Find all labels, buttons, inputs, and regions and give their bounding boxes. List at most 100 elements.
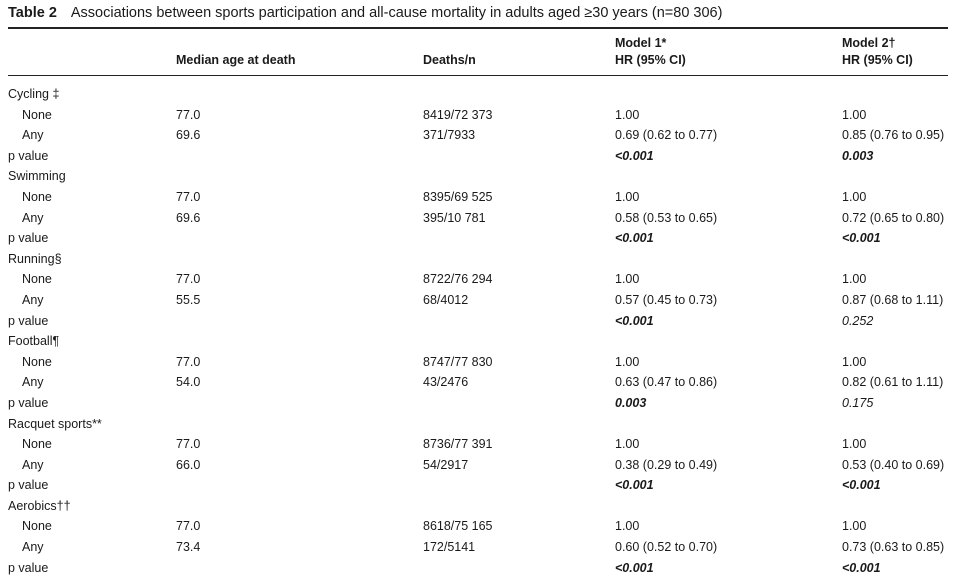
cell-model-2: 1.00	[842, 272, 867, 287]
cell-model-2: 0.72 (0.65 to 0.80)	[842, 210, 945, 225]
group-row: Aerobics††	[0, 496, 956, 517]
table-row: None 77.0 8395/69 525 1.00 1.00	[0, 187, 956, 208]
cell-model-2: 1.00	[842, 107, 867, 122]
header-model-1: Model 1* HR (95% CI)	[615, 35, 686, 69]
p-value-row: p value 0.003 0.175	[0, 393, 956, 414]
cell-median-age: 77.0	[176, 272, 201, 287]
cell-model-1-p: <0.001	[615, 313, 654, 328]
table-row: None 77.0 8419/72 373 1.00 1.00	[0, 105, 956, 126]
row-label: p value	[8, 313, 49, 328]
row-label: None	[22, 519, 52, 534]
cell-model-1: 0.38 (0.29 to 0.49)	[615, 457, 718, 472]
row-label: None	[22, 354, 52, 369]
header-model-2: Model 2† HR (95% CI)	[842, 35, 913, 69]
table-row: None 77.0 8747/77 830 1.00 1.00	[0, 352, 956, 373]
cell-deaths: 172/5141	[423, 540, 476, 555]
cell-model-1-p: <0.001	[615, 478, 654, 493]
header-model-2-name: Model 2†	[842, 36, 896, 50]
cell-model-1: 0.63 (0.47 to 0.86)	[615, 375, 718, 390]
table-row: Any 69.6 395/10 781 0.58 (0.53 to 0.65) 0.72…	[0, 208, 956, 229]
row-label: Any	[22, 540, 44, 555]
cell-median-age: 69.6	[176, 210, 201, 225]
cell-model-2: 1.00	[842, 437, 867, 452]
cell-deaths: 8747/77 830	[423, 354, 493, 369]
cell-median-age: 77.0	[176, 519, 201, 534]
cell-model-1: 0.58 (0.53 to 0.65)	[615, 210, 718, 225]
cell-median-age: 73.4	[176, 540, 201, 555]
header-model-2-metric: HR (95% CI)	[842, 53, 913, 67]
table-row: Any 73.4 172/5141 0.60 (0.52 to 0.70) 0.73 (…	[0, 537, 956, 558]
cell-model-1: 1.00	[615, 189, 640, 204]
table-row: None 77.0 8736/77 391 1.00 1.00	[0, 434, 956, 455]
table-row: None 77.0 8722/76 294 1.00 1.00	[0, 269, 956, 290]
cell-model-2: 0.85 (0.76 to 0.95)	[842, 128, 945, 143]
cell-model-1: 1.00	[615, 272, 640, 287]
table-row: Any 55.5 68/4012 0.57 (0.45 to 0.73) 0.87 (0…	[0, 290, 956, 311]
header-median-age: Median age at death	[176, 53, 296, 67]
row-label: None	[22, 107, 52, 122]
p-value-row: p value <0.001 <0.001	[0, 228, 956, 249]
cell-model-2-p: <0.001	[842, 231, 881, 246]
row-group-label: Football¶	[8, 334, 60, 349]
table-row: Any 69.6 371/7933 0.69 (0.62 to 0.77) 0.85 (…	[0, 125, 956, 146]
cell-median-age: 55.5	[176, 292, 201, 307]
cell-deaths: 8395/69 525	[423, 189, 493, 204]
cell-model-2: 0.53 (0.40 to 0.69)	[842, 457, 945, 472]
p-value-row: p value <0.001 0.252	[0, 311, 956, 332]
row-label: Any	[22, 375, 44, 390]
cell-deaths: 54/2917	[423, 457, 469, 472]
cell-model-2: 1.00	[842, 519, 867, 534]
cell-model-2-p: 0.175	[842, 395, 874, 410]
p-value-row: p value <0.001 0.003	[0, 146, 956, 167]
row-label: Any	[22, 210, 44, 225]
cell-model-2: 1.00	[842, 354, 867, 369]
cell-model-2-p: <0.001	[842, 478, 881, 493]
cell-median-age: 77.0	[176, 189, 201, 204]
cell-median-age: 66.0	[176, 457, 201, 472]
row-group-label: Swimming	[8, 169, 66, 184]
row-label: p value	[8, 395, 49, 410]
cell-median-age: 77.0	[176, 437, 201, 452]
row-group-label: Cycling ‡	[8, 87, 60, 101]
cell-deaths: 8618/75 165	[423, 519, 493, 534]
row-label: None	[22, 189, 52, 204]
p-value-row: p value <0.001 <0.001	[0, 475, 956, 496]
cell-model-2: 0.87 (0.68 to 1.11)	[842, 292, 944, 307]
cell-deaths: 395/10 781	[423, 210, 486, 225]
cell-median-age: 69.6	[176, 128, 201, 143]
table-caption: Table 2 Associations between sports parti…	[8, 5, 722, 21]
row-group-label: Aerobics††	[8, 498, 71, 513]
cell-model-1: 1.00	[615, 107, 640, 122]
cell-model-2: 1.00	[842, 189, 867, 204]
cell-deaths: 8722/76 294	[423, 272, 493, 287]
header-model-1-name: Model 1*	[615, 36, 667, 50]
row-label: p value	[8, 148, 49, 163]
cell-model-1: 0.69 (0.62 to 0.77)	[615, 128, 718, 143]
cell-model-1: 1.00	[615, 354, 640, 369]
table-label: Table 2	[8, 5, 57, 21]
cell-model-2-p: <0.001	[842, 560, 881, 575]
cell-model-1: 0.60 (0.52 to 0.70)	[615, 540, 718, 555]
table-title: Associations between sports participatio…	[70, 5, 723, 21]
cell-deaths: 68/4012	[423, 292, 469, 307]
row-label: p value	[8, 231, 49, 246]
row-label: Any	[22, 457, 44, 472]
header-model-1-metric: HR (95% CI)	[615, 53, 686, 67]
cell-model-1-p: <0.001	[615, 560, 654, 575]
cell-model-2: 0.82 (0.61 to 1.11)	[842, 375, 944, 390]
cell-deaths: 371/7933	[423, 128, 476, 143]
group-row: Football¶	[0, 331, 956, 352]
row-label: Any	[22, 128, 44, 143]
group-row: Racquet sports**	[0, 414, 956, 435]
cell-median-age: 77.0	[176, 354, 201, 369]
top-rule	[8, 27, 948, 29]
cell-deaths: 8736/77 391	[423, 437, 493, 452]
row-label: p value	[8, 478, 49, 493]
cell-model-2: 0.73 (0.63 to 0.85)	[842, 540, 945, 555]
cell-deaths: 8419/72 373	[423, 107, 493, 122]
group-row: Cycling ‡	[0, 84, 956, 105]
cell-model-1: 1.00	[615, 519, 640, 534]
table-body: Cycling ‡ None 77.0 8419/72 373 1.00 1.00 Any 6…	[0, 84, 956, 578]
row-label: p value	[8, 560, 49, 575]
